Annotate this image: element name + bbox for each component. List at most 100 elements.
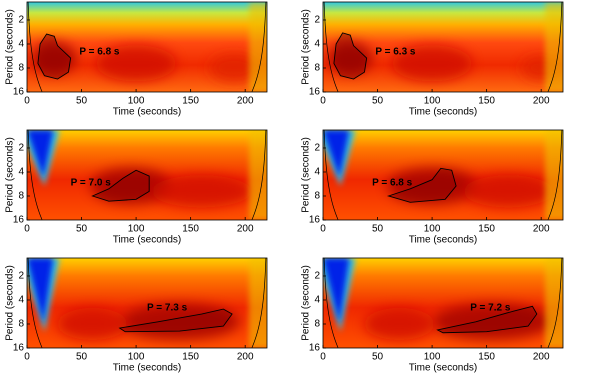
x-tick-label: 0 [24,224,30,235]
heatmap-blob [463,175,554,208]
annotation: P = 7.3 s [147,302,188,313]
x-tick-label: 150 [182,352,199,363]
x-tick-label: 100 [128,224,145,235]
heatmap-blob [151,175,252,208]
axes-frame [322,129,564,221]
x-tick-label: 100 [424,96,441,107]
y-tick-label: 2 [18,271,24,282]
heatmap-wedge-core [27,258,54,324]
cone-of-influence [547,130,563,220]
x-tick-label: 200 [237,96,254,107]
y-tick-label: 16 [13,87,25,98]
annotation: P = 6.8 s [372,178,413,189]
significance-contour [37,33,72,80]
significance-contour [386,167,457,203]
heatmap-wedge-core [323,258,350,324]
x-tick-label: 150 [478,96,495,107]
heatmap [323,130,563,220]
axes-frame [26,1,268,93]
y-tick-label: 4 [18,167,24,178]
y-tick-label: 8 [314,191,320,202]
heatmap-blob [209,53,260,82]
y-tick-label: 16 [13,215,25,226]
x-tick-label: 100 [128,96,145,107]
x-axis-label: Time (seconds) [409,363,478,374]
heatmap-wedge-core [27,130,54,179]
x-tick-label: 200 [237,352,254,363]
x-tick-label: 150 [478,224,495,235]
y-axis-label: Period (seconds) [301,9,312,85]
significance-contour [436,305,538,334]
cone-of-influence [323,2,339,92]
axes-frame [322,1,564,93]
x-tick-label: 150 [182,96,199,107]
y-tick-label: 2 [314,15,320,26]
significance-contour [91,169,150,202]
x-tick-label: 200 [533,224,550,235]
panel: P = 7.3 s 0 50 100 150 200 2 4 8 16 Time (seconds)… [5,257,268,374]
y-axis-label: Period (seconds) [5,137,16,213]
cone-of-influence [547,258,563,348]
y-tick-label: 4 [314,295,320,306]
heatmap-edge [545,130,563,220]
x-axis-label: Time (seconds) [113,107,182,118]
annotation: P = 7.0 s [71,178,112,189]
panel: P = 6.8 s 0 50 100 150 200 2 4 8 16 Time (seconds)… [5,1,268,118]
panel: P = 7.2 s 0 50 100 150 200 2 4 8 16 Time (seconds)… [301,257,564,374]
x-tick-label: 0 [320,96,326,107]
heatmap-blob [392,45,473,82]
x-tick-label: 50 [76,96,88,107]
y-tick-label: 8 [314,63,320,74]
x-tick-label: 50 [76,224,88,235]
cone-of-influence [251,2,267,92]
x-tick-label: 200 [533,352,550,363]
heatmap [323,2,563,92]
y-tick-label: 8 [314,319,320,330]
x-tick-label: 0 [320,224,326,235]
heatmap [323,258,563,348]
panel: P = 6.8 s 0 50 100 150 200 2 4 8 16 Time (seconds)… [301,129,564,246]
x-tick-label: 0 [320,352,326,363]
x-axis-label: Time (seconds) [113,363,182,374]
heatmap-blob [96,45,177,82]
y-tick-label: 2 [18,143,24,154]
y-tick-label: 4 [314,167,320,178]
significance-contour [333,32,368,80]
x-tick-label: 50 [372,224,384,235]
heatmap-edge [249,130,267,220]
heatmap-edge [545,258,563,348]
cone-of-influence [547,2,563,92]
y-tick-label: 8 [18,319,24,330]
y-axis-label: Period (seconds) [5,265,16,341]
y-tick-label: 8 [18,63,24,74]
cone-of-influence [323,130,339,220]
heatmap-wedge-core [323,130,350,179]
cone-of-influence [27,258,43,348]
x-tick-label: 150 [182,224,199,235]
y-tick-label: 16 [309,343,321,354]
cone-of-influence [251,130,267,220]
cone-of-influence [27,2,43,92]
y-tick-label: 16 [309,87,321,98]
x-tick-label: 0 [24,352,30,363]
x-tick-label: 100 [424,224,441,235]
panel: P = 6.3 s 0 50 100 150 200 2 4 8 16 Time (seconds)… [301,1,564,118]
annotation: P = 6.3 s [375,46,416,57]
heatmap-edge [249,2,267,92]
y-tick-label: 2 [314,271,320,282]
x-tick-label: 150 [478,352,495,363]
y-tick-label: 4 [18,39,24,50]
heatmap-edge [545,2,563,92]
heatmap [27,258,267,348]
x-tick-label: 50 [372,352,384,363]
heatmap [27,130,267,220]
y-axis-label: Period (seconds) [301,137,312,213]
y-tick-label: 16 [13,343,25,354]
x-tick-label: 50 [372,96,384,107]
y-tick-label: 2 [314,143,320,154]
y-axis-label: Period (seconds) [301,265,312,341]
panel: P = 7.0 s 0 50 100 150 200 2 4 8 16 Time (seconds)… [5,129,268,246]
y-axis-label: Period (seconds) [5,9,16,85]
x-tick-label: 0 [24,96,30,107]
